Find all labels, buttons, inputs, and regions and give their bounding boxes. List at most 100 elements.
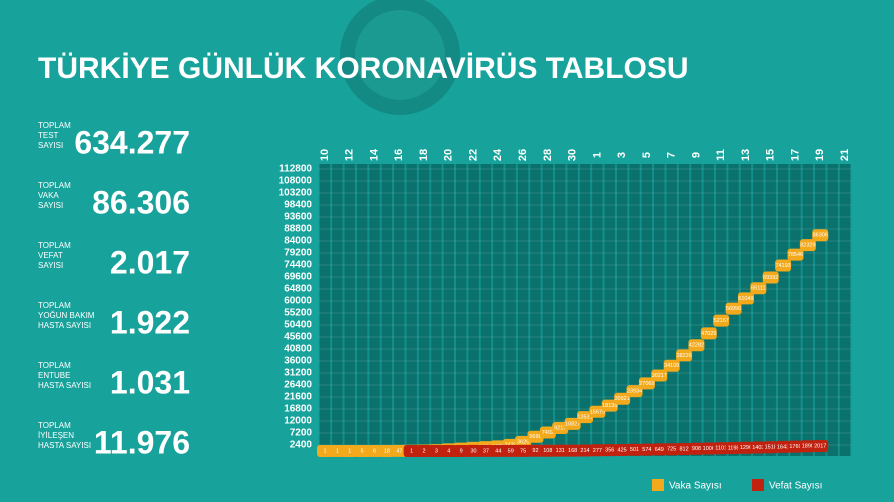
- column: [740, 164, 752, 456]
- data-label: 30217: [652, 373, 667, 379]
- value-marker: [428, 444, 445, 457]
- data-label: 812: [679, 446, 688, 452]
- column: [356, 164, 368, 456]
- data-point: 2017: [812, 439, 829, 452]
- data-point: 37: [477, 444, 494, 457]
- x-tick-label: 13: [740, 149, 752, 161]
- data-point: 501: [626, 443, 643, 456]
- stat-label: TOPLAM: [38, 181, 71, 190]
- x-tick-label: 22: [467, 149, 479, 161]
- value-marker: [378, 444, 395, 457]
- data-point: 27069: [638, 377, 655, 390]
- data-label: 574: [642, 447, 651, 453]
- value-marker: [453, 444, 470, 457]
- y-tick-label: 112800: [279, 164, 312, 175]
- x-tick-label: 3: [616, 152, 628, 158]
- stat-label: TOPLAM: [38, 241, 71, 250]
- data-label: 59: [508, 448, 514, 454]
- column: [839, 164, 851, 456]
- x-tick-label: 5: [641, 152, 653, 158]
- y-tick-label: 79200: [284, 248, 312, 259]
- value-marker: [552, 444, 569, 457]
- y-tick-label: 36000: [284, 356, 312, 367]
- data-point: 56956: [725, 302, 742, 315]
- x-tick-label: 16: [393, 149, 405, 161]
- value-marker: [601, 399, 618, 412]
- data-label: 37: [483, 448, 489, 454]
- stat-label: TOPLAM: [38, 301, 71, 310]
- data-point: 69392: [762, 271, 779, 284]
- value-marker: [688, 442, 705, 455]
- data-label: 9: [460, 448, 463, 454]
- value-marker: [688, 339, 705, 352]
- value-marker: [539, 444, 556, 457]
- value-marker: [638, 443, 655, 456]
- y-tick-label: 55200: [284, 308, 312, 319]
- value-marker: [663, 443, 680, 456]
- data-point: 74193: [775, 259, 792, 272]
- data-point: 78546: [787, 248, 804, 261]
- value-marker: [614, 443, 631, 456]
- column: [753, 164, 764, 456]
- column: [567, 164, 578, 456]
- column: [703, 164, 714, 456]
- y-tick-label: 50400: [284, 320, 312, 331]
- data-point: 1101: [713, 442, 730, 455]
- data-point: 1: [329, 444, 346, 457]
- data-label: 20921: [614, 396, 629, 402]
- stat-value: 11.976: [94, 424, 190, 460]
- x-tick-label: 7: [666, 152, 678, 158]
- data-label: 1643: [777, 444, 789, 450]
- x-tick-label: 11: [715, 149, 727, 161]
- data-point: 1890: [799, 440, 816, 453]
- value-marker: [564, 417, 581, 430]
- y-tick-label: 69600: [284, 272, 312, 283]
- value-marker: [477, 444, 494, 457]
- value-marker: [812, 229, 829, 242]
- value-marker: [663, 359, 680, 372]
- value-marker: [366, 444, 383, 457]
- column: [678, 164, 690, 456]
- data-point: 214: [577, 444, 593, 457]
- column: [468, 164, 479, 456]
- data-label: 18: [384, 448, 390, 454]
- data-label: 108: [543, 448, 552, 454]
- data-point: 23934: [626, 385, 643, 398]
- y-tick-label: 7200: [290, 428, 313, 439]
- x-tick-label: 21: [839, 149, 851, 161]
- data-point: 61049: [737, 292, 754, 305]
- column: [480, 164, 492, 456]
- data-label: 1403: [752, 445, 764, 451]
- data-label: 65111: [751, 286, 765, 292]
- stat-value: 634.277: [74, 124, 190, 160]
- y-tick-label: 21600: [284, 392, 312, 403]
- value-marker: [552, 421, 569, 434]
- data-label: 47029: [701, 331, 716, 337]
- y-tick-label: 84000: [284, 236, 312, 247]
- value-marker: [403, 444, 420, 457]
- data-label: 214: [580, 448, 589, 454]
- data-point: 5: [354, 444, 371, 457]
- data-point: 1: [341, 444, 358, 457]
- data-label: 1: [336, 448, 339, 454]
- data-point: 34109: [663, 359, 680, 372]
- column: [616, 164, 628, 456]
- data-label: 168: [568, 448, 577, 454]
- column: [493, 164, 504, 456]
- value-marker: [775, 440, 792, 453]
- y-tick-label: 98400: [284, 200, 312, 211]
- column: [344, 164, 355, 456]
- value-marker: [589, 444, 606, 457]
- data-label: 1198: [728, 445, 740, 451]
- value-marker: [775, 259, 792, 272]
- title: TÜRKİYE GÜNLÜK KORONAVİRÜS TABLOSU: [38, 52, 689, 85]
- column: [530, 164, 541, 456]
- column: [579, 164, 591, 456]
- y-tick-label: 12000: [284, 416, 312, 427]
- data-point: 1518: [762, 441, 779, 454]
- value-marker: [589, 405, 606, 418]
- data-point: 92: [527, 444, 544, 457]
- data-label: 47: [396, 448, 402, 454]
- column: [666, 164, 677, 456]
- column: [505, 164, 516, 456]
